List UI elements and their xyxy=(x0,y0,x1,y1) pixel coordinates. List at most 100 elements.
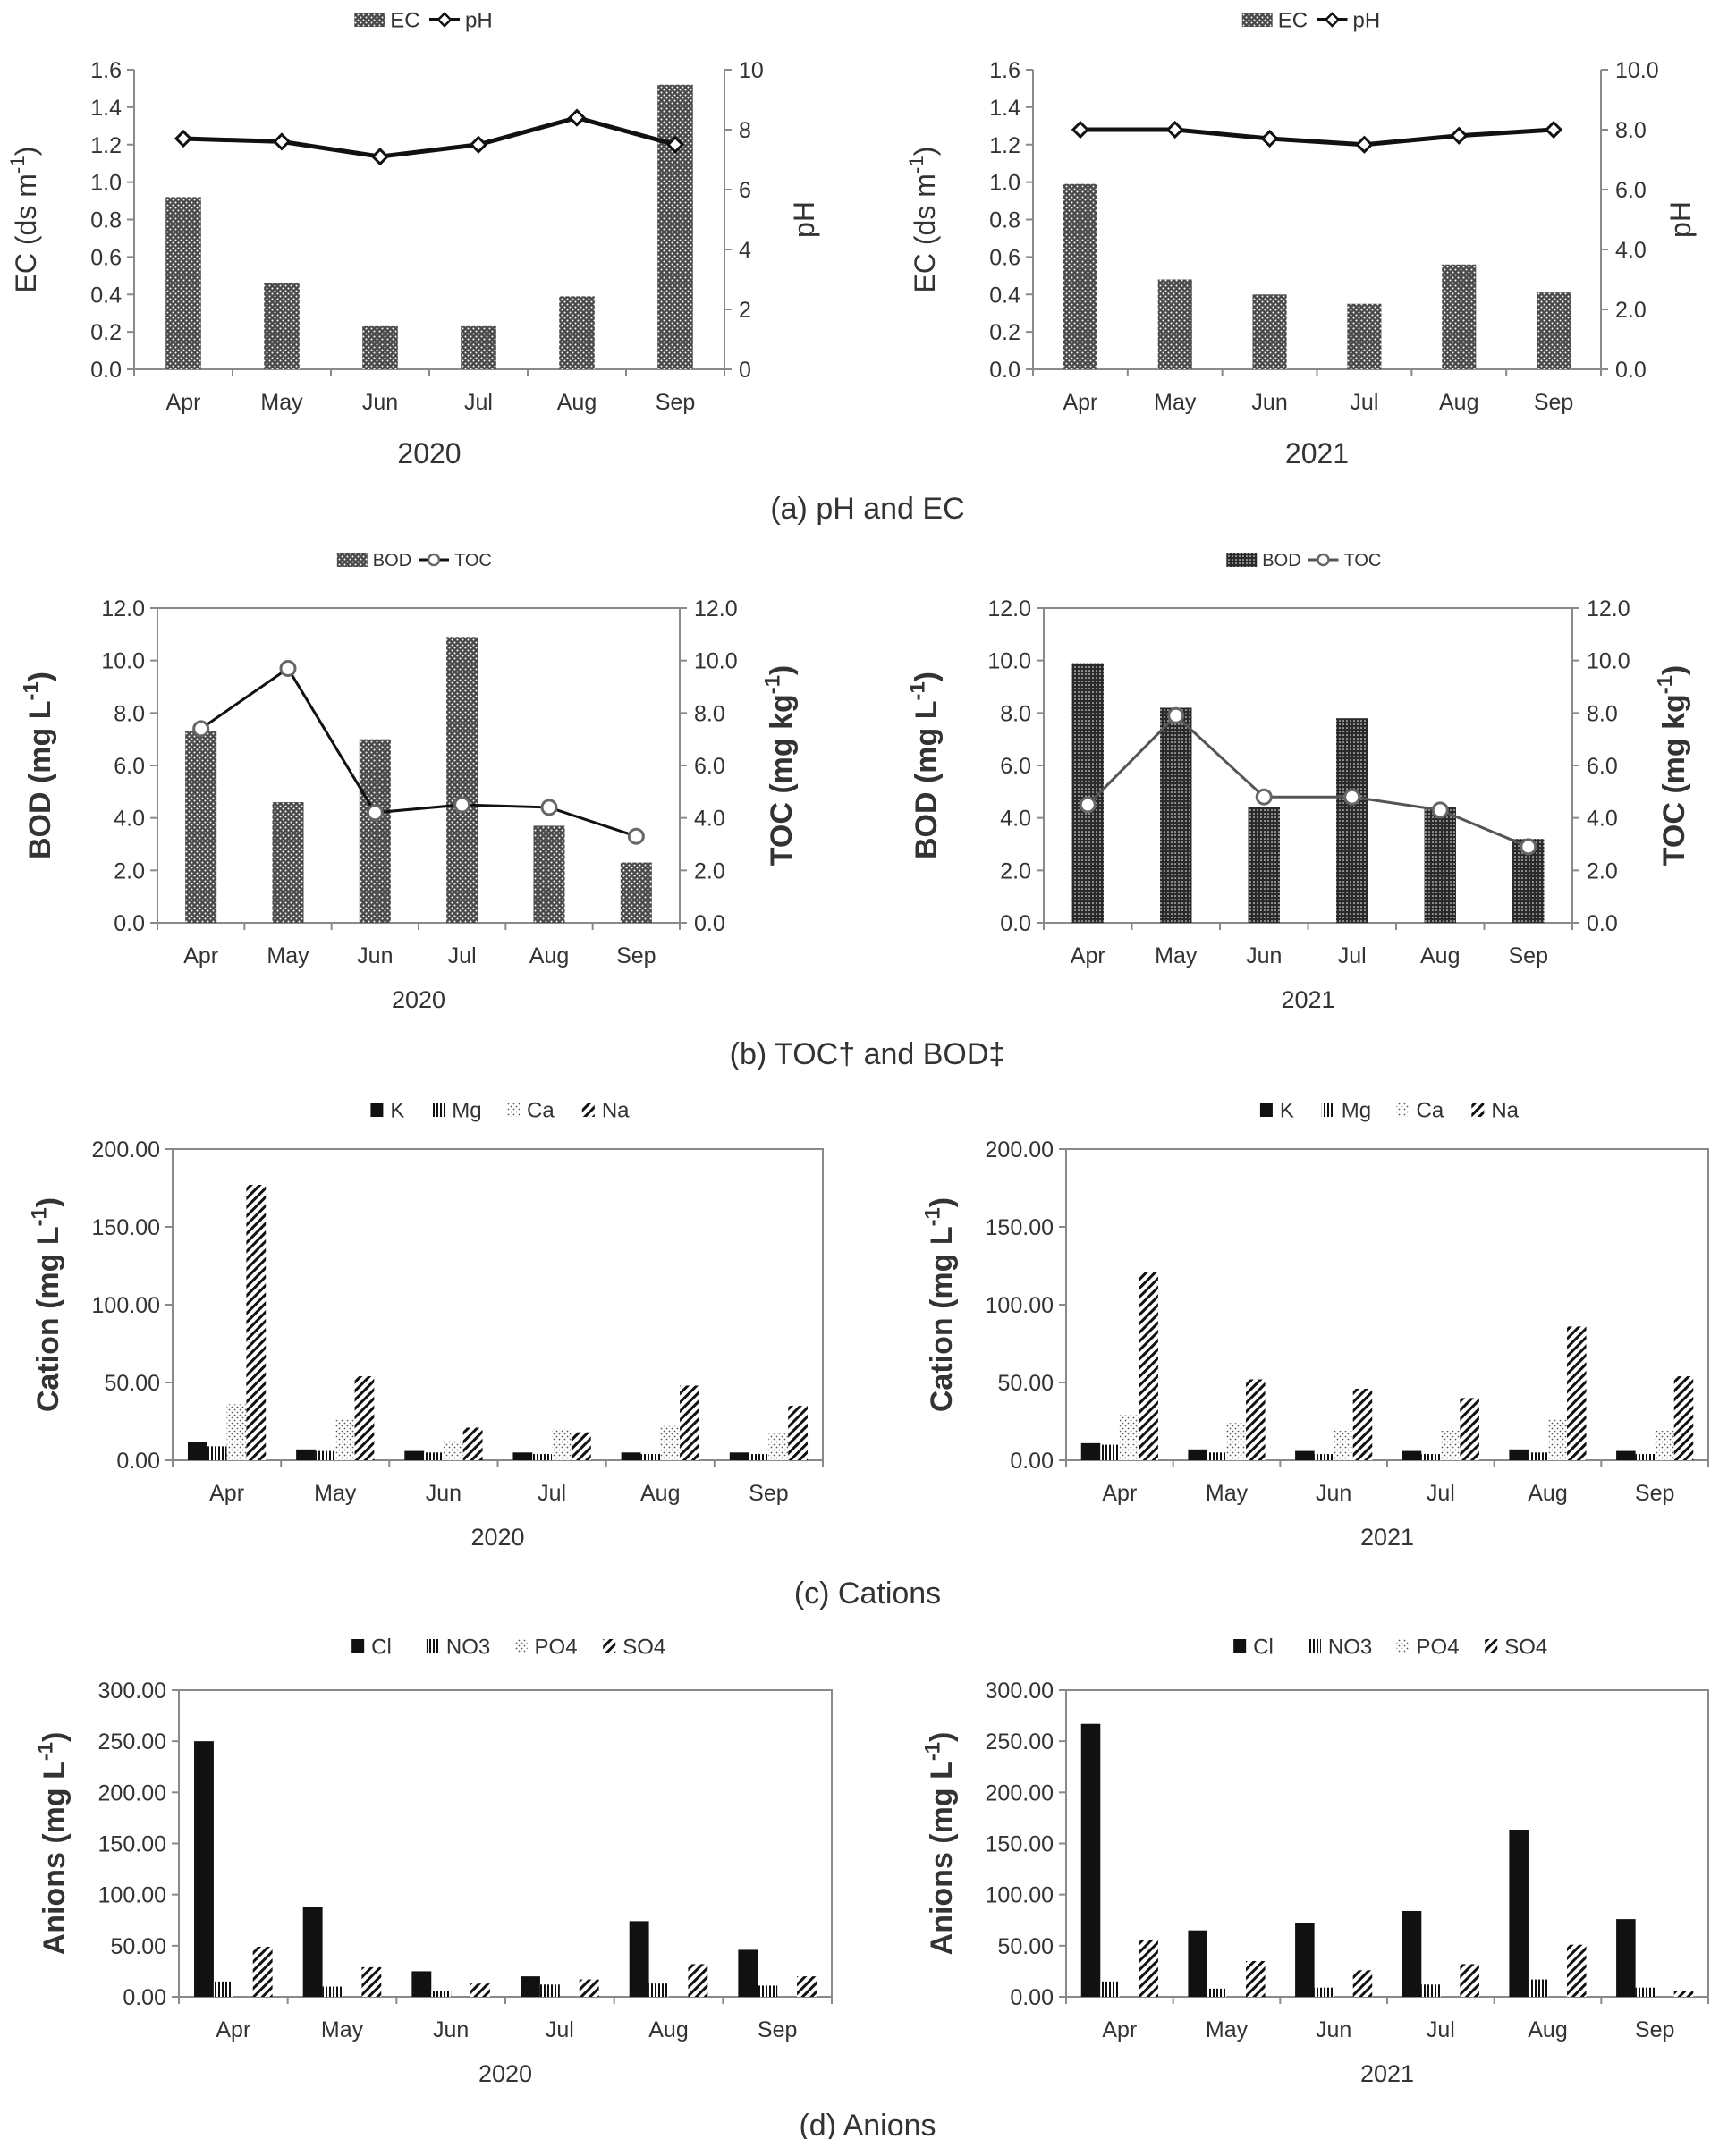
line-ph xyxy=(182,115,676,159)
legend-marker xyxy=(427,553,441,567)
legend-label: K xyxy=(390,1099,404,1123)
legend-marker xyxy=(1317,553,1330,567)
x-tick-label: Jun xyxy=(1251,390,1287,415)
x-tick-label: Apr xyxy=(1063,390,1097,415)
marker-ph-apr xyxy=(174,129,193,148)
y2-tick-label: 0.0 xyxy=(694,911,725,936)
svg-text:Cation (mg L-1): Cation (mg L-1) xyxy=(920,1197,959,1412)
bar-mg-apr xyxy=(207,1446,227,1460)
legend-label: PO4 xyxy=(535,1636,578,1660)
chart-a-2021: 0.0 0.2 0.4 0.6 0.8 1.0 1.2 1.4 1.6 0.0 2.0 4.0 6.0 8… xyxy=(905,9,1697,469)
legend: EC pH xyxy=(354,9,493,33)
marker-toc-jul xyxy=(1343,788,1361,806)
y-tick-label: 0.00 xyxy=(1010,1985,1054,2010)
legend-swatch xyxy=(514,1639,528,1653)
svg-text:BOD (mg L-1): BOD (mg L-1) xyxy=(905,672,944,859)
y-tick-label: 150.00 xyxy=(98,1832,166,1857)
legend-label: Mg xyxy=(1342,1099,1371,1123)
marker-toc-may xyxy=(1167,706,1185,724)
y2-tick-label: 8.0 xyxy=(1587,701,1618,726)
caption-panel-d: (d) Anions xyxy=(799,2109,936,2139)
legend-marker xyxy=(436,12,453,28)
legend-swatch xyxy=(1321,1103,1334,1117)
x-tick-label: Jun xyxy=(433,2017,469,2042)
y-tick-label: 0.4 xyxy=(989,283,1020,308)
bar-k-may xyxy=(1188,1449,1207,1460)
y-tick-label: 0.00 xyxy=(116,1449,160,1474)
legend-swatch xyxy=(581,1103,595,1117)
y-tick-label: 1.2 xyxy=(989,133,1020,158)
bar-ec-jul xyxy=(1347,303,1382,369)
bar-cl-jun xyxy=(411,1971,432,1997)
legend-label: TOC xyxy=(1344,551,1382,571)
legend: Cl NO3 PO4 SO4 xyxy=(1233,1636,1547,1660)
x-tick-label: Jun xyxy=(1316,2017,1351,2042)
y2-tick-label: 4.0 xyxy=(694,807,725,832)
bar-so4-jun xyxy=(470,1983,490,1997)
legend-label: TOC xyxy=(454,551,492,571)
bar-mg-jun xyxy=(1314,1454,1334,1460)
y-tick-label: 8.0 xyxy=(114,701,145,726)
bar-ec-jun xyxy=(362,326,398,369)
bar-ca-jun xyxy=(1334,1430,1353,1460)
bar-ca-jul xyxy=(552,1429,572,1460)
svg-text:BOD (mg L-1): BOD (mg L-1) xyxy=(19,672,57,859)
legend-label: K xyxy=(1280,1099,1294,1123)
legend-swatch xyxy=(1308,1639,1321,1653)
x-tick-label: Aug xyxy=(1528,1481,1567,1506)
x-axis-title: 2020 xyxy=(478,2060,532,2087)
bar-k-jun xyxy=(1295,1450,1315,1460)
y-tick-label: 300.00 xyxy=(98,1678,166,1704)
y2-tick-label: 12.0 xyxy=(694,596,738,621)
x-tick-label: Apr xyxy=(1071,943,1105,968)
svg-text:EC (ds m-1): EC (ds m-1) xyxy=(6,147,42,293)
y-tick-label: 1.6 xyxy=(989,58,1020,83)
y-tick-label: 0.0 xyxy=(989,358,1020,383)
legend-swatch xyxy=(354,13,385,27)
x-axis-title: 2021 xyxy=(1360,2060,1414,2087)
y-tick-label: 0.00 xyxy=(123,1985,166,2010)
bar-so4-sep xyxy=(797,1976,817,1997)
bar-ca-jul xyxy=(1440,1430,1461,1460)
svg-text:Cation (mg L-1): Cation (mg L-1) xyxy=(27,1197,65,1412)
legend-swatch xyxy=(1396,1103,1410,1117)
legend-label: Na xyxy=(602,1099,630,1123)
marker-ph-jul xyxy=(1355,135,1374,154)
x-tick-label: May xyxy=(267,943,309,968)
bar-bod-may xyxy=(272,802,304,923)
y-tick-label: 200.00 xyxy=(98,1780,166,1805)
marker-ph-may xyxy=(272,132,292,151)
bar-so4-jul xyxy=(1460,1964,1479,1997)
bar-mg-sep xyxy=(749,1454,769,1460)
bar-k-jun xyxy=(404,1450,425,1460)
bar-bod-jul xyxy=(1336,718,1368,923)
charts-layer: 0.0 0.2 0.4 0.6 0.8 1.0 1.2 1.4 1.6 0 2 4 6 8 10 Apr May… xyxy=(6,9,1709,2087)
x-axis-title: 2021 xyxy=(1285,437,1349,469)
svg-text:Anions (mg L-1): Anions (mg L-1) xyxy=(33,1732,72,1956)
bar-so4-apr xyxy=(252,1946,273,1997)
y-tick-label: 1.0 xyxy=(90,171,122,196)
bar-k-apr xyxy=(1080,1442,1101,1460)
bar-ec-apr xyxy=(165,197,201,369)
legend-label: EC xyxy=(1278,9,1308,33)
bar-ec-jul xyxy=(461,326,496,369)
bar-mg-sep xyxy=(1635,1454,1656,1460)
x-tick-label: Jun xyxy=(426,1481,462,1506)
x-axis-title: 2021 xyxy=(1360,1524,1414,1551)
legend-swatch xyxy=(1241,13,1273,27)
bar-ec-sep xyxy=(1537,292,1571,369)
x-tick-label: Sep xyxy=(749,1481,788,1506)
marker-ph-jun xyxy=(1260,129,1279,148)
marker-toc-sep xyxy=(1520,838,1537,856)
y2-tick-label: 4 xyxy=(739,238,751,263)
svg-text:pH: pH xyxy=(1664,201,1697,238)
x-tick-label: Jun xyxy=(1316,1481,1351,1506)
bar-ca-apr xyxy=(226,1404,247,1460)
bar-cl-apr xyxy=(1080,1723,1101,1997)
bar-so4-sep xyxy=(1673,1991,1694,1997)
bar-k-apr xyxy=(187,1442,207,1460)
x-tick-label: May xyxy=(314,1481,357,1506)
x-tick-label: Sep xyxy=(1635,1481,1674,1506)
y-tick-label: 100.00 xyxy=(986,1883,1054,1908)
bar-ca-sep xyxy=(768,1433,789,1460)
